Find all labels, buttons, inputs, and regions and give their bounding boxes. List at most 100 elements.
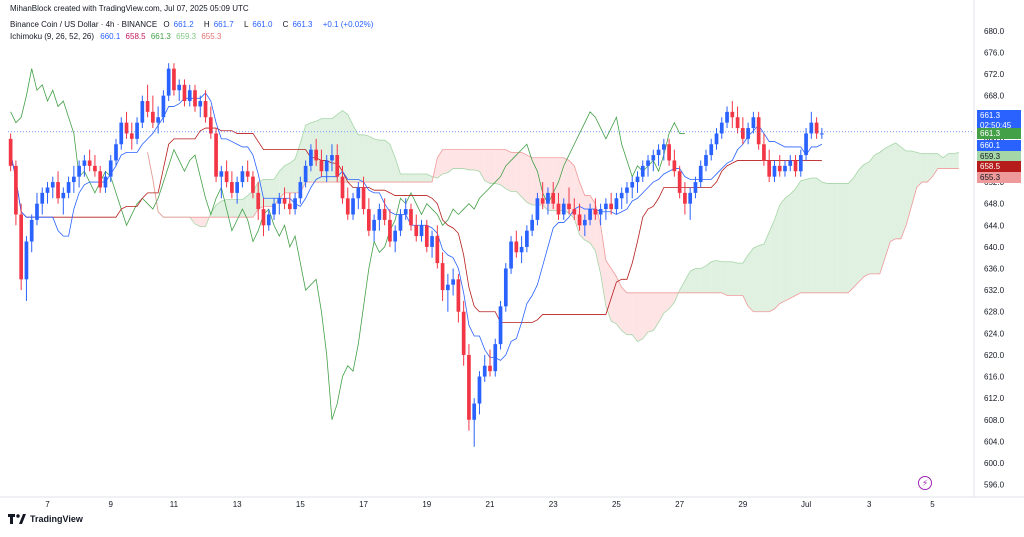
candle-body [66,182,71,193]
candle-body [493,344,498,372]
price-axis-tick: 624.0 [984,329,1005,338]
tradingview-logo-icon [8,514,26,524]
candle-body [751,117,756,129]
ichimoku-cloud-segment [210,205,217,218]
time-axis-tick: 27 [675,500,684,509]
ichimoku-cloud-segment [516,152,522,197]
candle-body [609,203,614,210]
candle-body [93,165,97,172]
candle-body [377,209,382,220]
candle-body [767,160,772,177]
candle-body [714,133,719,145]
candle-body [103,176,108,188]
candle-body [730,111,735,118]
ohlc-change: +0.1 (+0.02%) [322,20,374,29]
indicator-base-value: 658.5 [125,32,146,41]
price-axis-tick: 644.0 [984,221,1005,230]
ichimoku-cloud-segment [653,292,659,331]
ichimoku-cloud-segment [521,152,527,203]
ichimoku-cloud-segment [590,195,596,251]
candle-body [556,203,561,215]
candle-body [398,214,403,231]
ichimoku-cloud-segment [790,188,796,299]
candle-body [735,117,740,129]
candle-body [640,165,645,177]
ichimoku-cloud-segment [505,149,512,192]
ichimoku-cloud-segment [663,292,670,314]
ichimoku-cloud-segment [363,134,369,183]
candle-body [14,165,18,215]
candle-body [98,171,103,188]
time-axis-tick: 3 [867,500,872,509]
candle-body [593,209,598,215]
ichimoku-cloud-segment [769,219,775,312]
ichimoku-cloud-segment [784,194,791,301]
candle-body [440,263,445,291]
ichimoku-cloud-segment [853,169,859,288]
ichimoku-cloud-segment [500,149,506,189]
candle-body [535,198,540,220]
ichimoku-cloud-segment [621,287,627,335]
price-axis-tick: 604.0 [984,437,1005,446]
candle-body [693,182,698,193]
candle-body [129,133,134,139]
candle-body [382,209,387,220]
candle-body [330,155,334,161]
ichimoku-cloud-segment [921,153,928,183]
alert-clock-icon[interactable]: ⚡ [918,476,932,490]
candle-body [45,187,50,193]
ichimoku-cloud-segment [368,136,375,183]
ichimoku-cloud-segment [927,153,933,183]
ichimoku-cloud-segment [247,191,253,218]
candle-body [625,187,629,193]
candle-body [361,187,366,210]
ichimoku-cloud-segment [842,183,849,293]
candle-body [351,198,355,215]
candle-body [272,203,276,215]
candle-body [335,155,340,177]
candle-body [630,182,635,188]
candle-body [683,192,687,204]
tradingview-logo[interactable]: TradingView [8,514,83,524]
candle-body [530,219,534,231]
indicator-legend[interactable]: Ichimoku (9, 26, 52, 26) 660.1 658.5 661… [10,32,224,41]
ichimoku-cloud-segment [758,244,764,312]
price-axis-tick: 676.0 [984,48,1005,57]
price-axis-tick: 612.0 [984,394,1005,403]
conversion-price-tag: 660.1 [977,140,1021,151]
ichimoku-cloud-segment [374,138,380,183]
candle-body [345,198,350,215]
last-price-tag: 661.3 02:50:45 [977,110,1021,131]
candle-body [193,90,197,107]
candle-body [119,122,124,145]
indicator-conversion-value: 660.1 [100,32,121,41]
ichimoku-cloud-segment [742,255,749,307]
price-axis-tick: 596.0 [984,481,1005,490]
time-axis-tick: 19 [422,500,431,509]
candle-body [287,203,292,210]
candle-body [198,101,203,107]
credit-text: MihanBlock created with TradingView.com,… [10,4,249,13]
candle-body [772,165,777,177]
candle-body [498,306,503,345]
candle-body [709,144,714,156]
ichimoku-cloud-segment [532,157,538,206]
candle-body [783,165,787,172]
indicator-name: Ichimoku (9, 26, 52, 26) [10,32,95,41]
ichimoku-cloud-segment [358,134,364,183]
time-axis-tick: 15 [296,500,305,509]
candle-body [814,122,819,134]
candle-body [762,144,766,161]
ichimoku-cloud-segment [705,261,712,293]
ichimoku-lead-b-line [147,149,959,313]
ichimoku-cloud-segment [874,152,880,274]
candle-body [430,236,434,247]
time-axis-tick: 29 [738,500,747,509]
ichimoku-cloud-segment [321,118,327,183]
candle-body [477,376,482,404]
candle-body [240,171,245,183]
candle-body [756,117,761,145]
ichimoku-cloud-segment [953,152,959,169]
